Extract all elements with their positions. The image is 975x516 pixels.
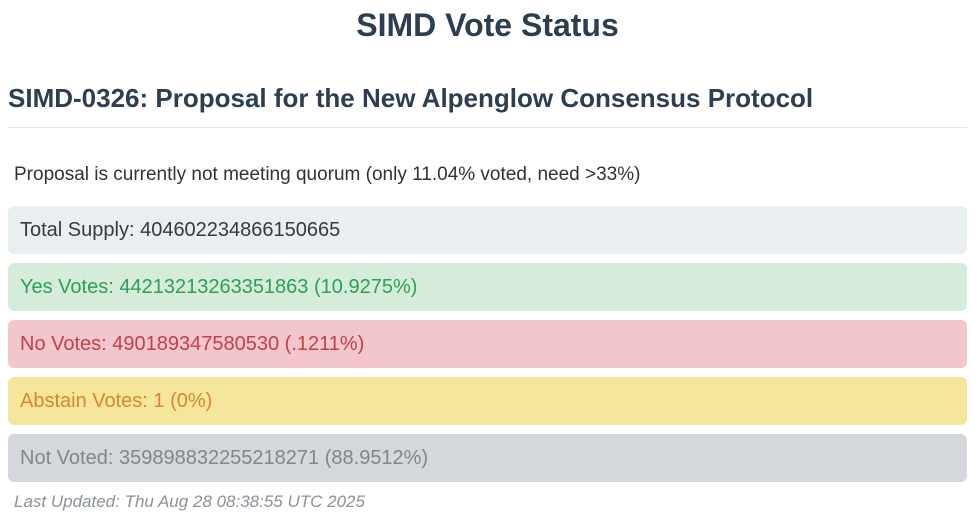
page-title: SIMD Vote Status xyxy=(356,7,619,43)
stat-bar-yes-votes: Yes Votes: 44213213263351863 (10.9275%) xyxy=(8,263,967,312)
stat-bar-abstain-votes: Abstain Votes: 1 (0%) xyxy=(8,377,967,426)
last-updated-text: Last Updated: Thu Aug 28 08:38:55 UTC 20… xyxy=(14,492,365,512)
stat-bar-not-voted: Not Voted: 359898832255218271 (88.9512%) xyxy=(8,434,967,483)
stat-bar-no-votes: No Votes: 490189347580530 (.1211%) xyxy=(8,320,967,369)
vote-stats-list: Total Supply: 404602234866150665 Yes Vot… xyxy=(8,206,967,483)
stat-bar-total-supply: Total Supply: 404602234866150665 xyxy=(8,206,967,255)
proposal-heading: SIMD-0326: Proposal for the New Alpenglo… xyxy=(8,83,967,129)
quorum-status-text: Proposal is currently not meeting quorum… xyxy=(14,164,641,186)
